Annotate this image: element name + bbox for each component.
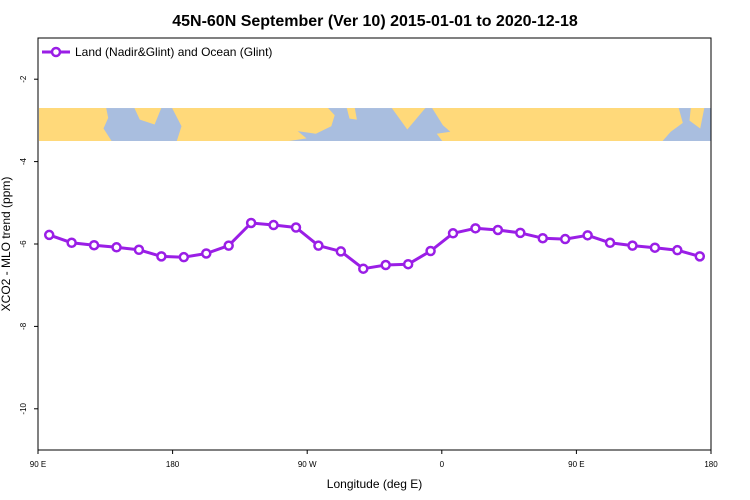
data-point <box>537 232 548 244</box>
data-point <box>425 245 436 257</box>
map-landmass <box>432 108 683 141</box>
data-point <box>447 228 459 239</box>
world-map-band <box>39 108 711 141</box>
legend-marker-swatch <box>50 46 62 58</box>
data-point <box>380 259 391 271</box>
data-point <box>559 233 571 245</box>
x-tick-label: 0 <box>440 460 445 469</box>
data-point <box>268 219 279 231</box>
y-axis-label: XCO2 - MLO trend (ppm) <box>0 177 13 312</box>
data-point <box>133 244 145 256</box>
x-tick-label: 180 <box>704 460 718 469</box>
data-point <box>582 230 593 241</box>
data-point <box>223 240 234 251</box>
map-landmass <box>689 108 705 129</box>
data-point <box>313 240 324 251</box>
chart-title: 45N-60N September (Ver 10) 2015-01-01 to… <box>172 13 578 30</box>
x-tick-label: 180 <box>166 460 180 469</box>
data-point <box>515 227 526 239</box>
y-tick-label: -4 <box>19 157 28 165</box>
map-landmass <box>346 108 357 120</box>
data-point <box>290 222 302 233</box>
y-tick-label: -10 <box>19 402 28 414</box>
data-point <box>672 244 683 256</box>
data-point <box>358 263 369 274</box>
map-landmass <box>134 108 162 125</box>
data-point <box>88 239 100 251</box>
x-axis-ticks: 90 E 180 90 W 0 90 E 180 <box>30 450 718 469</box>
data-point <box>694 251 706 262</box>
data-point <box>66 237 77 249</box>
y-axis-ticks: -2 -4 -6 -8 -10 <box>19 75 38 415</box>
data-point <box>111 242 122 253</box>
data-point <box>43 229 55 241</box>
y-tick-label: -2 <box>19 75 28 83</box>
y-tick-label: -8 <box>19 322 28 330</box>
data-point <box>178 251 190 263</box>
series-line <box>48 221 701 271</box>
data-point <box>627 240 638 251</box>
x-tick-label: 90 W <box>298 460 317 469</box>
legend-entry-label: Land (Nadir&Glint) and Ocean (Glint) <box>75 45 272 59</box>
series-layer <box>43 217 706 274</box>
data-point <box>470 223 481 234</box>
map-landmass <box>172 108 335 141</box>
data-point <box>335 246 347 257</box>
data-point <box>156 251 167 262</box>
x-tick-label: 90 E <box>30 460 46 469</box>
data-point <box>245 217 257 229</box>
x-tick-label: 90 E <box>568 460 584 469</box>
data-point <box>604 237 616 249</box>
legend: Land (Nadir&Glint) and Ocean (Glint) <box>42 45 272 59</box>
map-landmass <box>391 108 426 130</box>
map-landmass <box>39 108 112 141</box>
data-point <box>492 224 504 236</box>
data-point <box>201 248 212 259</box>
data-point <box>402 258 414 270</box>
x-axis-label: Longitude (deg E) <box>327 477 422 491</box>
y-tick-label: -6 <box>19 240 28 248</box>
data-point <box>649 242 661 253</box>
